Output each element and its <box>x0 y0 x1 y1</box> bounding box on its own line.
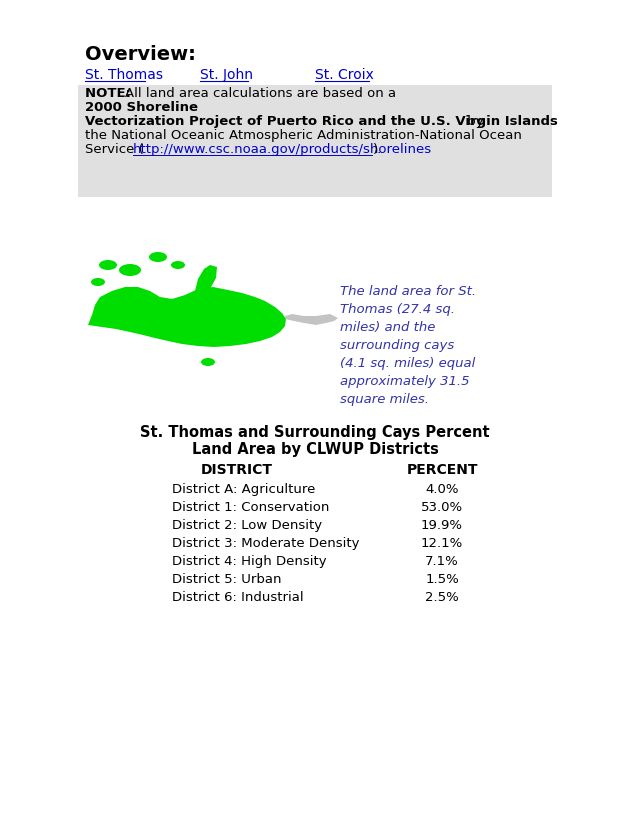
Text: District 6: Industrial: District 6: Industrial <box>172 591 304 604</box>
Text: Overview:: Overview: <box>85 45 196 64</box>
Ellipse shape <box>119 264 141 276</box>
Text: St. Croix: St. Croix <box>315 68 374 82</box>
Text: 12.1%: 12.1% <box>421 537 463 550</box>
Text: St. Thomas: St. Thomas <box>85 68 163 82</box>
Text: District A: Agriculture: District A: Agriculture <box>172 483 316 496</box>
Polygon shape <box>195 265 217 292</box>
Text: District 3: Moderate Density: District 3: Moderate Density <box>172 537 360 550</box>
Text: St. Thomas and Surrounding Cays Percent: St. Thomas and Surrounding Cays Percent <box>140 425 490 440</box>
Text: NOTE:: NOTE: <box>85 87 135 100</box>
Polygon shape <box>285 314 338 325</box>
Ellipse shape <box>91 278 105 286</box>
Text: St. John: St. John <box>200 68 253 82</box>
Polygon shape <box>88 287 286 347</box>
Text: District 1: Conservation: District 1: Conservation <box>172 501 329 514</box>
Text: District 2: Low Density: District 2: Low Density <box>172 519 322 532</box>
Text: 2.5%: 2.5% <box>425 591 459 604</box>
Text: square miles.: square miles. <box>340 393 429 406</box>
Text: Thomas (27.4 sq.: Thomas (27.4 sq. <box>340 303 455 316</box>
Ellipse shape <box>171 261 185 269</box>
Text: District 4: High Density: District 4: High Density <box>172 555 326 568</box>
Text: 53.0%: 53.0% <box>421 501 463 514</box>
Text: ).: ). <box>373 143 382 156</box>
Text: http://www.csc.noaa.gov/products/shorelines: http://www.csc.noaa.gov/products/shoreli… <box>133 143 432 156</box>
Text: 1.5%: 1.5% <box>425 573 459 586</box>
Text: DISTRICT: DISTRICT <box>201 463 273 477</box>
Text: District 5: Urban: District 5: Urban <box>172 573 282 586</box>
Text: miles) and the: miles) and the <box>340 321 435 334</box>
Text: Vectorization Project of Puerto Rico and the U.S. Virgin Islands: Vectorization Project of Puerto Rico and… <box>85 115 558 128</box>
Ellipse shape <box>149 252 167 262</box>
Text: by: by <box>463 115 484 128</box>
Text: 2000 Shoreline: 2000 Shoreline <box>85 101 198 114</box>
Text: (4.1 sq. miles) equal: (4.1 sq. miles) equal <box>340 357 475 370</box>
Ellipse shape <box>201 358 215 366</box>
FancyBboxPatch shape <box>78 85 552 197</box>
Text: 19.9%: 19.9% <box>421 519 463 532</box>
Text: Land Area by CLWUP Districts: Land Area by CLWUP Districts <box>192 442 438 457</box>
Text: the National Oceanic Atmospheric Administration-National Ocean: the National Oceanic Atmospheric Adminis… <box>85 129 522 142</box>
Text: PERCENT: PERCENT <box>406 463 478 477</box>
Text: The land area for St.: The land area for St. <box>340 285 476 298</box>
Text: All land area calculations are based on a: All land area calculations are based on … <box>125 87 401 100</box>
Text: surrounding cays: surrounding cays <box>340 339 454 352</box>
Text: Service (: Service ( <box>85 143 144 156</box>
Text: 4.0%: 4.0% <box>425 483 459 496</box>
Ellipse shape <box>99 260 117 270</box>
Text: approximately 31.5: approximately 31.5 <box>340 375 469 388</box>
Text: 7.1%: 7.1% <box>425 555 459 568</box>
